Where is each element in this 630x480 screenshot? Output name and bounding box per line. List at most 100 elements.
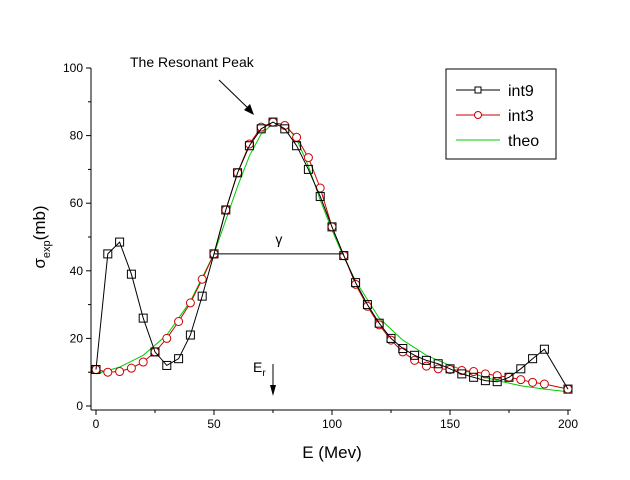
x-tick-label: 150 xyxy=(440,417,460,431)
series-int9 xyxy=(91,117,573,394)
data-point-int9 xyxy=(539,344,549,354)
y-axis-title: σexp(mb) xyxy=(30,205,53,268)
data-point-int3 xyxy=(457,366,467,376)
data-point-int9 xyxy=(292,141,302,151)
data-point-int9 xyxy=(504,372,514,382)
er-label: Er xyxy=(253,359,266,379)
data-point-int3 xyxy=(174,317,184,326)
resonant-peak-annotation: The Resonant Peak xyxy=(130,54,255,115)
data-point-int3 xyxy=(480,369,490,379)
data-point-int9 xyxy=(174,354,184,364)
data-point-int9 xyxy=(469,372,479,382)
data-point-int3 xyxy=(126,363,136,373)
x-tick-label: 0 xyxy=(93,417,100,431)
legend-marker-circle-icon xyxy=(474,111,482,119)
y-tick-label: 80 xyxy=(70,129,84,143)
data-point-int3 xyxy=(197,274,207,284)
data-point-int9 xyxy=(256,124,266,134)
y-axis-title-sigma: σ xyxy=(30,258,49,269)
data-point-int9 xyxy=(410,350,420,360)
data-point-int9 xyxy=(421,355,431,365)
er-label-subscript: r xyxy=(262,368,266,379)
y-axis-title-subscript: exp xyxy=(41,240,53,258)
legend-label-int3: int3 xyxy=(508,108,534,125)
er-arrow-head xyxy=(270,385,276,396)
legend-item-theo: theo xyxy=(456,133,539,150)
series-line-theo xyxy=(95,123,569,393)
resonant-peak-arrow xyxy=(218,79,252,112)
data-point-int9 xyxy=(185,330,195,340)
data-point-int9 xyxy=(280,124,290,134)
data-point-int9 xyxy=(433,359,443,369)
data-point-int9 xyxy=(362,300,372,310)
y-axis-title-unit: (mb) xyxy=(30,205,49,240)
data-point-int3 xyxy=(516,375,526,385)
data-point-int9 xyxy=(197,291,207,301)
data-point-int9 xyxy=(138,313,148,323)
data-point-int9 xyxy=(126,269,136,279)
data-point-int9 xyxy=(162,360,172,370)
legend-label-theo: theo xyxy=(508,133,539,150)
data-point-int3 xyxy=(433,364,443,374)
data-point-int3 xyxy=(103,367,113,377)
data-point-int3 xyxy=(410,355,420,365)
data-point-int3 xyxy=(115,367,125,377)
data-point-int3 xyxy=(469,367,479,377)
series-theo xyxy=(95,123,569,393)
data-point-int9 xyxy=(398,344,408,354)
axes: 0 20 40 60 80 100 0 50 100 150 200 xyxy=(63,61,578,431)
data-point-int9 xyxy=(150,347,160,357)
data-point-int3 xyxy=(303,153,313,163)
y-tick-label: 20 xyxy=(70,331,84,345)
legend-box xyxy=(445,68,557,160)
data-point-int9 xyxy=(115,237,125,247)
y-tick-label: 40 xyxy=(70,264,84,278)
data-point-int9 xyxy=(327,222,337,232)
legend-item-int9: int9 xyxy=(456,83,534,100)
data-point-int9 xyxy=(445,364,455,374)
gamma-label: γ xyxy=(275,231,282,247)
data-point-int9 xyxy=(351,278,361,288)
data-point-int9 xyxy=(374,318,384,328)
data-point-int9 xyxy=(457,369,467,379)
legend-label-int9: int9 xyxy=(508,83,534,100)
data-point-int9 xyxy=(315,191,325,201)
data-point-int9 xyxy=(386,333,396,343)
data-point-int3 xyxy=(492,371,502,381)
data-point-int9 xyxy=(339,251,349,261)
gamma-annotation: γ xyxy=(214,231,344,255)
data-point-int9 xyxy=(303,164,313,174)
data-point-int9 xyxy=(563,384,573,394)
data-point-int3 xyxy=(162,333,172,343)
x-tick-label: 50 xyxy=(207,417,221,431)
data-point-int9 xyxy=(244,141,254,151)
y-tick-label: 0 xyxy=(76,399,83,413)
x-tick-label: 200 xyxy=(558,417,578,431)
er-annotation: Er xyxy=(253,359,276,396)
x-tick-label: 100 xyxy=(322,417,342,431)
data-point-int3 xyxy=(292,132,302,142)
x-axis-title: E (Mev) xyxy=(302,443,362,462)
data-point-int3 xyxy=(138,357,148,367)
data-point-int9 xyxy=(221,205,231,215)
data-point-int9 xyxy=(480,376,490,386)
data-point-int9 xyxy=(528,354,538,364)
data-point-int9 xyxy=(91,364,101,374)
svg-text:σexp(mb): σexp(mb) xyxy=(30,205,53,268)
data-point-int3 xyxy=(539,379,549,389)
y-tick-label: 100 xyxy=(63,61,83,75)
data-point-int9 xyxy=(103,249,113,259)
legend-marker-square-icon xyxy=(474,86,482,94)
data-point-int9 xyxy=(516,364,526,374)
series-line-int3 xyxy=(95,121,569,390)
resonant-peak-arrow-head xyxy=(244,104,254,115)
ticks: 0 20 40 60 80 100 0 50 100 150 200 xyxy=(63,61,578,431)
resonant-peak-label: The Resonant Peak xyxy=(130,54,255,70)
data-point-int3 xyxy=(528,377,538,387)
er-label-main: E xyxy=(253,359,262,375)
series-line-int9 xyxy=(95,121,569,390)
legend: int9 int3 theo xyxy=(445,68,557,160)
data-point-int9 xyxy=(233,168,243,178)
data-point-int3 xyxy=(185,298,195,308)
